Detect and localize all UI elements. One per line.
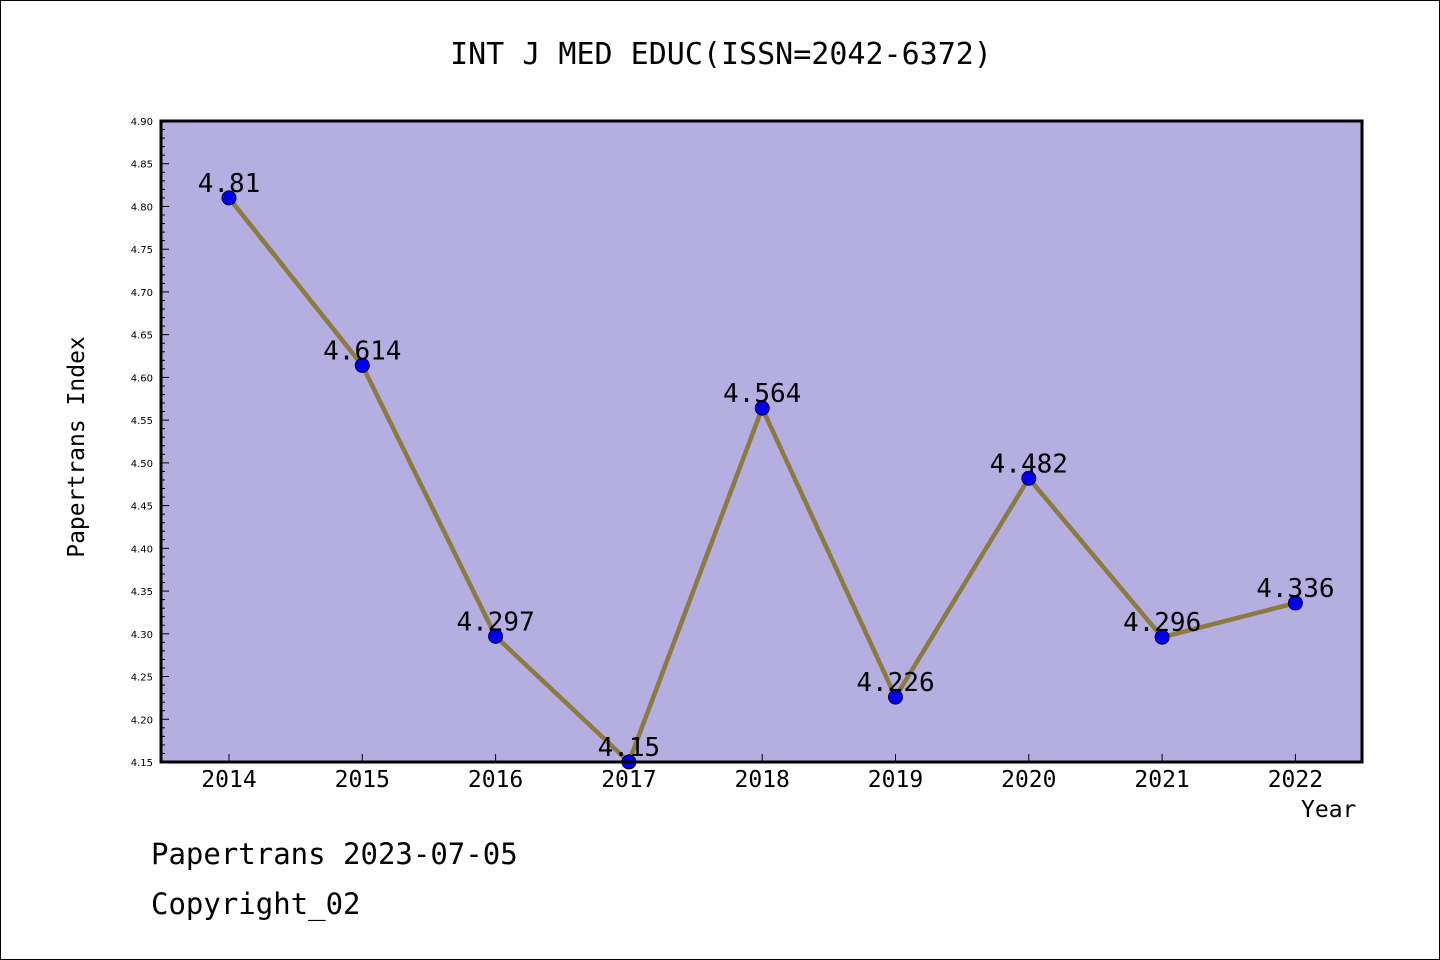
y-tick-label: 4.75 <box>131 245 153 256</box>
footer-copyright: Copyright_02 <box>151 887 361 921</box>
data-point <box>1154 629 1170 645</box>
data-point <box>221 190 237 206</box>
y-tick-label: 4.45 <box>131 502 153 513</box>
y-tick-label: 4.60 <box>131 373 153 384</box>
x-tick-label: 2015 <box>335 767 390 793</box>
y-tick-label: 4.20 <box>131 715 153 726</box>
data-label: 4.15 <box>598 733 661 763</box>
y-tick-label: 4.25 <box>131 673 153 684</box>
data-label: 4.297 <box>456 607 534 637</box>
data-point <box>1287 595 1303 611</box>
x-tick-label: 2019 <box>868 767 923 793</box>
y-tick-label: 4.50 <box>131 459 153 470</box>
data-label: 4.564 <box>723 379 801 409</box>
y-tick-label: 4.90 <box>131 117 153 128</box>
data-point <box>754 400 770 416</box>
x-tick-label: 2022 <box>1268 767 1323 793</box>
x-tick-label: 2021 <box>1134 767 1189 793</box>
data-point <box>488 628 504 644</box>
data-label: 4.226 <box>856 668 934 698</box>
y-tick-label: 4.40 <box>131 544 153 555</box>
y-tick-label: 4.70 <box>131 288 153 299</box>
data-label: 4.482 <box>990 449 1068 479</box>
x-tick-label: 2016 <box>468 767 523 793</box>
y-tick-label: 4.55 <box>131 416 153 427</box>
y-tick-label: 4.30 <box>131 630 153 641</box>
footer-date: Papertrans 2023-07-05 <box>151 837 518 871</box>
data-point <box>888 689 903 705</box>
data-label: 4.614 <box>323 336 401 366</box>
plot-border <box>159 119 1364 764</box>
x-axis-label: Year <box>1301 797 1357 823</box>
y-axis-label: Papertrans Index <box>64 336 90 558</box>
x-tick-label: 2020 <box>1001 767 1056 793</box>
x-tick-label: 2017 <box>601 767 656 793</box>
data-label: 4.81 <box>198 169 261 199</box>
data-label: 4.336 <box>1256 574 1334 604</box>
plot-background <box>161 121 1362 762</box>
y-tick-label: 4.15 <box>131 758 153 769</box>
chart-title: INT J MED EDUC(ISSN=2042-6372) <box>450 37 992 72</box>
x-tick-label: 2018 <box>735 767 790 793</box>
x-tick-label: 2014 <box>201 767 256 793</box>
data-point <box>354 357 370 373</box>
y-tick-label: 4.65 <box>131 331 153 342</box>
y-tick-label: 4.35 <box>131 587 153 598</box>
data-point <box>1021 470 1037 486</box>
data-label: 4.296 <box>1123 608 1201 638</box>
y-tick-label: 4.85 <box>131 160 153 171</box>
y-tick-label: 4.80 <box>131 202 153 213</box>
